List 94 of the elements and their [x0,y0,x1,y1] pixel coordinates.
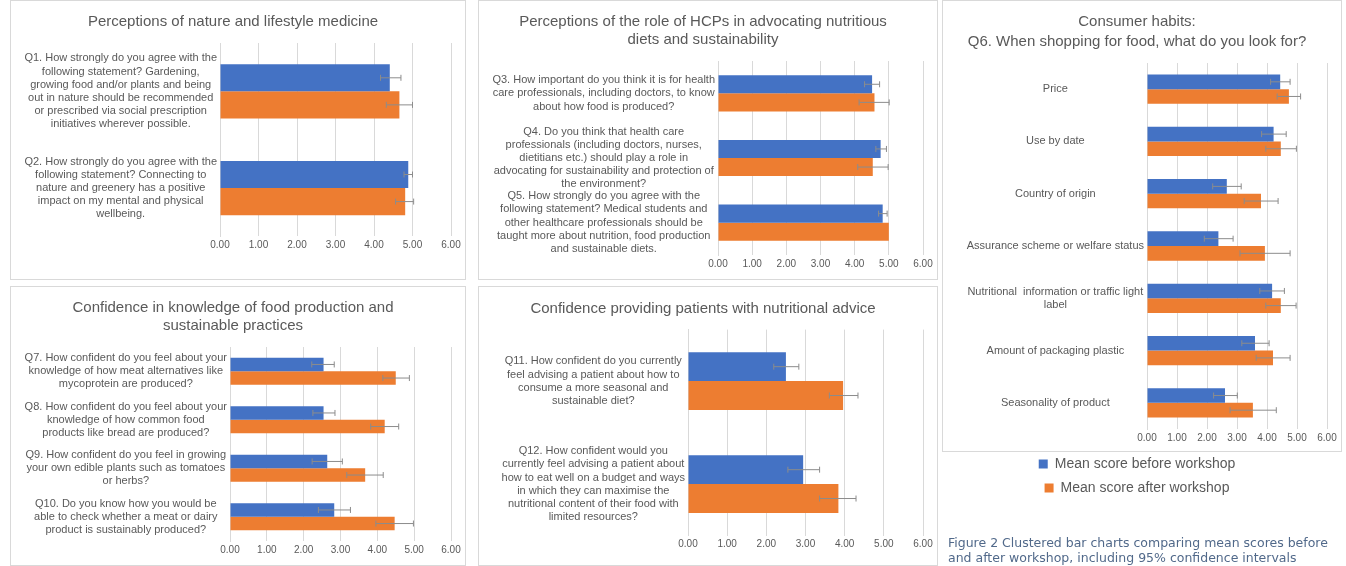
y-tick-label: Q4. Do you think that health care professionals (including doctors, nurses, dietitians etc.) should play a role in advocating for sustainability and protection of the environment? [493,124,715,190]
x-tick-label: 3.00 [1227,431,1248,443]
x-tick-label: 4.00 [364,239,385,251]
y-tick-label: Q7. How confident do you feel about your knowledge of how meat alternatives like mycoprotein are produced? [24,351,228,390]
caption: Figure 2 Clustered bar charts comparing mean scores before and after workshop, including 95% confidence intervals [948,535,1329,565]
bar [718,139,881,158]
bar [1147,126,1274,142]
x-tick-label: 4.00 [844,257,865,269]
x-tick-label: 0.00 [210,239,231,251]
x-tick-label: 5.00 [402,239,423,251]
bar [1147,388,1225,403]
x-tick-label: 6.00 [1317,431,1338,443]
x-tick-label: 1.00 [742,257,763,269]
y-tick-label: Q5. How strongly do you agree with the following statement? Medical students and other healthcare professionals should be taught more about nutrition, food production and sustainable diets. [497,189,711,255]
x-tick-label: 2.00 [756,538,777,550]
y-tick-label: Q8. How confident do you feel about your knowledge of how common food products like bread are produced? [24,399,228,438]
y-tick-label: Q10. Do you know how you would be able to check whether a meat or dairy product is sustainably produced? [34,496,219,535]
y-tick-label: Country of origin [1014,186,1096,199]
bar [1147,350,1273,366]
bar [1147,335,1255,351]
x-tick-label: 1.00 [717,538,738,550]
x-tick-label: 6.00 [441,239,462,251]
chart-title: Confidence providing patients with nutritional advice [530,298,876,316]
x-tick-label: 4.00 [1257,431,1278,443]
x-tick-label: 2.00 [287,239,308,251]
y-tick-label: Use by date [1026,134,1085,147]
x-tick-label: 1.00 [248,239,269,251]
bar [1147,298,1281,313]
chart-title: Confidence in knowledge of food production and sustainable practices [72,298,394,334]
y-tick-label: Q12. How confident would you currently feel advising a patient about how to eat well on a budget and ways in which they can maximise the nutritional content of their food with limited resources? [501,444,686,523]
bar [688,484,839,513]
y-tick-label: Nutritional information or traffic light label [967,284,1144,310]
bar [230,419,385,434]
y-tick-label: Amount of packaging plastic [986,343,1125,356]
legend-label: Mean score before workshop [1054,454,1236,471]
x-tick-label: 6.00 [913,538,934,550]
bar [1147,246,1265,261]
chart-subtitle: Q6. When shopping for food, what do you look for? [967,32,1307,50]
x-tick-label: 2.00 [293,543,314,555]
bar [230,454,328,469]
bar [1147,141,1281,157]
y-tick-label: Q1. How strongly do you agree with the following statement? Gardening, growing food and/or plants and being out in nature should be recommended or prescribed via social prescription initiatives wherever possible. [24,51,217,130]
bar [1147,283,1273,299]
x-tick-label: 3.00 [795,538,816,550]
bar [230,371,396,385]
x-tick-label: 2.00 [1197,431,1218,443]
x-tick-label: 3.00 [325,239,346,251]
bar [688,381,844,410]
bar [1147,179,1227,194]
x-tick-label: 0.00 [708,257,729,269]
bar [718,204,883,223]
y-tick-label: Q2. How strongly do you agree with the following statement? Connecting to nature and greenery has a positive impact on my mental and physical wellbeing. [24,154,217,220]
legend-label: Mean score after workshop [1060,478,1230,495]
bar [718,93,875,112]
bar [1147,193,1261,209]
bar [230,468,366,482]
x-tick-label: 0.00 [678,538,699,550]
bar [1147,74,1281,90]
x-tick-label: 5.00 [874,538,894,550]
x-tick-label: 6.00 [913,257,934,269]
x-tick-label: 2.00 [776,257,797,269]
bar [1147,402,1253,418]
x-tick-label: 5.00 [879,257,899,269]
bar [230,357,324,372]
x-tick-label: 5.00 [1287,431,1308,443]
bar [718,222,889,241]
x-tick-label: 4.00 [367,543,388,555]
bar [230,516,395,531]
y-tick-label: Q3. How important do you think it is for health care professionals, including doctors, to know about how food is produced? [492,73,716,112]
bar [718,75,873,94]
bar [230,503,335,517]
bar [1147,89,1289,104]
bar [230,406,324,420]
chart-title: Consumer habits: [1078,12,1196,30]
x-tick-label: 3.00 [810,257,831,269]
x-tick-label: 1.00 [1167,431,1188,443]
x-tick-label: 5.00 [404,543,425,555]
chart-title: Perceptions of the role of HCPs in advocating nutritious diets and sustainability [519,12,887,48]
x-tick-label: 4.00 [834,538,855,550]
x-tick-label: 0.00 [1137,431,1158,443]
y-tick-label: Assurance scheme or welfare status [966,239,1145,252]
y-tick-label: Price [1042,82,1068,95]
x-tick-label: 6.00 [441,543,462,555]
bar [1147,231,1219,246]
bar [688,455,804,485]
x-tick-label: 3.00 [330,543,351,555]
y-tick-label: Seasonality of product [1000,395,1110,408]
y-tick-label: Q9. How confident do you feel in growing your own edible plants such as tomatoes or herbs? [25,448,227,487]
x-tick-label: 0.00 [220,543,241,555]
y-tick-label: Q11. How confident do you currently feel advising a patient about how to consume a more seasonal and sustainable diet? [504,354,683,406]
x-tick-label: 1.00 [257,543,277,555]
chart-title: Perceptions of nature and lifestyle medicine [87,12,379,30]
bar [718,158,873,177]
bar [688,352,786,382]
